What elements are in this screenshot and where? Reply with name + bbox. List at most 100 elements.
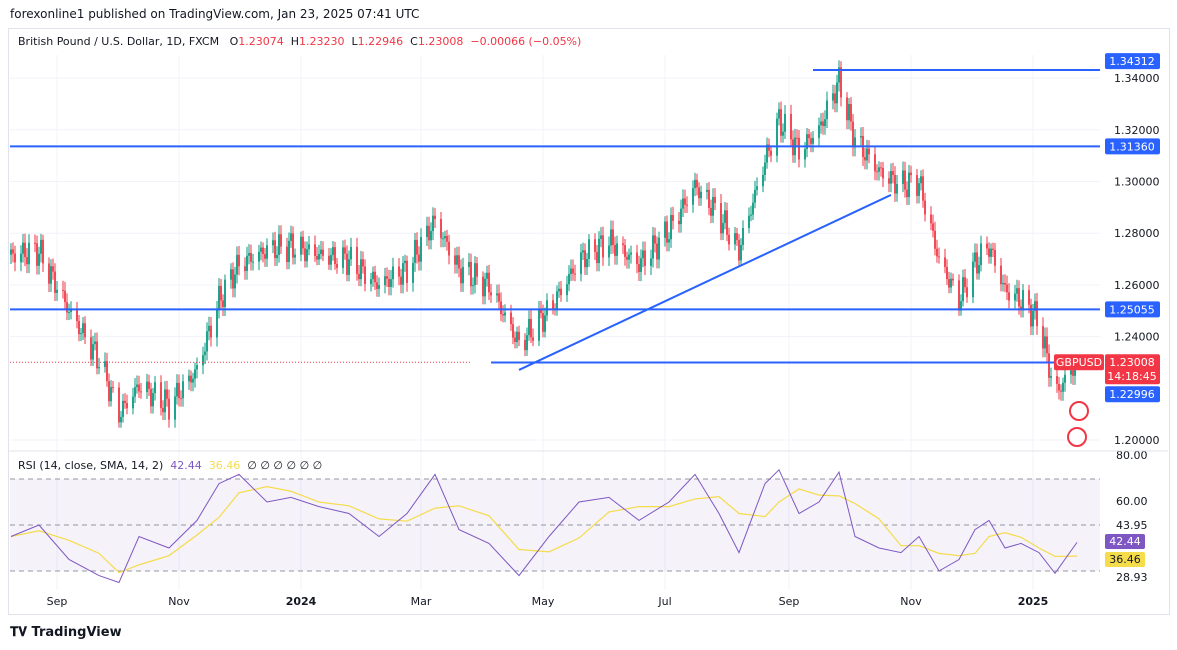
candle [780, 109, 782, 136]
candle [822, 121, 824, 127]
candle [432, 215, 434, 232]
candle [48, 263, 50, 284]
candle [1016, 288, 1018, 294]
candle [980, 243, 982, 266]
candle [216, 309, 218, 338]
candle [644, 250, 646, 266]
candle [232, 269, 234, 289]
candle [384, 276, 386, 286]
candle [616, 243, 618, 256]
candle [92, 344, 94, 360]
symbol-legend: British Pound / U.S. Dollar, 1D, FXCM O1… [18, 35, 581, 48]
candle [944, 257, 946, 268]
candle [82, 323, 84, 334]
candle [406, 260, 408, 283]
candle [412, 262, 414, 283]
bar-countdown: 14:18:45 [1107, 370, 1156, 383]
candle [1036, 301, 1038, 327]
candle [938, 256, 940, 258]
candle [1022, 290, 1024, 310]
candle [1002, 282, 1004, 285]
candle [336, 264, 338, 268]
candle [752, 202, 754, 215]
candle [960, 301, 962, 311]
candle [532, 337, 534, 341]
candle [764, 162, 766, 175]
candle [720, 203, 722, 234]
candle [444, 235, 446, 239]
candle [1042, 326, 1044, 349]
candle [108, 381, 110, 402]
change-value: −0.00066 (−0.05%) [470, 35, 582, 48]
candle [126, 402, 128, 409]
price-tick: 1.20000 [1114, 434, 1160, 447]
candle [428, 225, 430, 241]
candle [252, 261, 254, 263]
candle [992, 248, 994, 250]
candle [986, 243, 988, 249]
candle [922, 176, 924, 201]
candle [566, 284, 568, 296]
candle [258, 251, 260, 262]
candle [1044, 336, 1046, 349]
candle [972, 261, 974, 298]
candle [624, 245, 626, 257]
candle [208, 325, 210, 332]
candle [600, 235, 602, 239]
symbol-title: British Pound / U.S. Dollar, 1D, FXCM [18, 35, 220, 48]
candle [598, 238, 600, 264]
candle [374, 271, 376, 283]
candle [560, 288, 562, 296]
candle [846, 97, 848, 121]
candle [840, 67, 842, 98]
candle [222, 300, 224, 308]
candle [146, 381, 148, 393]
candle [594, 239, 596, 252]
candle [150, 388, 152, 407]
candle [42, 239, 44, 264]
candle [328, 255, 330, 265]
candle [512, 324, 514, 338]
candle [784, 113, 786, 132]
us-flag-icon [1067, 427, 1087, 447]
candle [344, 247, 346, 254]
candle [664, 221, 666, 238]
rsi-empty-values: ∅ ∅ ∅ ∅ ∅ ∅ [247, 459, 323, 472]
candle [932, 223, 934, 231]
candle [1056, 376, 1058, 384]
candle [36, 243, 38, 266]
time-tick: May [532, 595, 555, 608]
candle [612, 229, 614, 245]
candle [790, 113, 792, 140]
candle [1000, 265, 1002, 285]
candle [948, 278, 950, 288]
rsi-tick: 80.00 [1116, 449, 1148, 462]
candle [678, 220, 680, 225]
high-label: H [290, 35, 300, 48]
candle [696, 179, 698, 188]
candle [824, 119, 826, 127]
candle [292, 233, 294, 258]
candle [190, 375, 192, 383]
level-label: 1.22996 [1109, 388, 1155, 401]
candle [304, 248, 306, 262]
candle [832, 93, 834, 101]
candle [420, 237, 422, 262]
candle [934, 230, 936, 249]
candle [558, 288, 560, 292]
candle [276, 254, 278, 259]
candle [686, 204, 688, 206]
candle [854, 137, 856, 148]
candle [472, 285, 474, 287]
candle [400, 276, 402, 285]
candle [154, 382, 156, 394]
candle [496, 293, 498, 296]
candle [766, 144, 768, 163]
candle [1030, 304, 1032, 327]
candle [768, 144, 770, 151]
candle [346, 253, 348, 275]
tradingview-logo[interactable]: 𝐓𝐕 TradingView [10, 625, 122, 640]
candle [118, 387, 120, 423]
logo-text: TradingView [31, 625, 122, 640]
